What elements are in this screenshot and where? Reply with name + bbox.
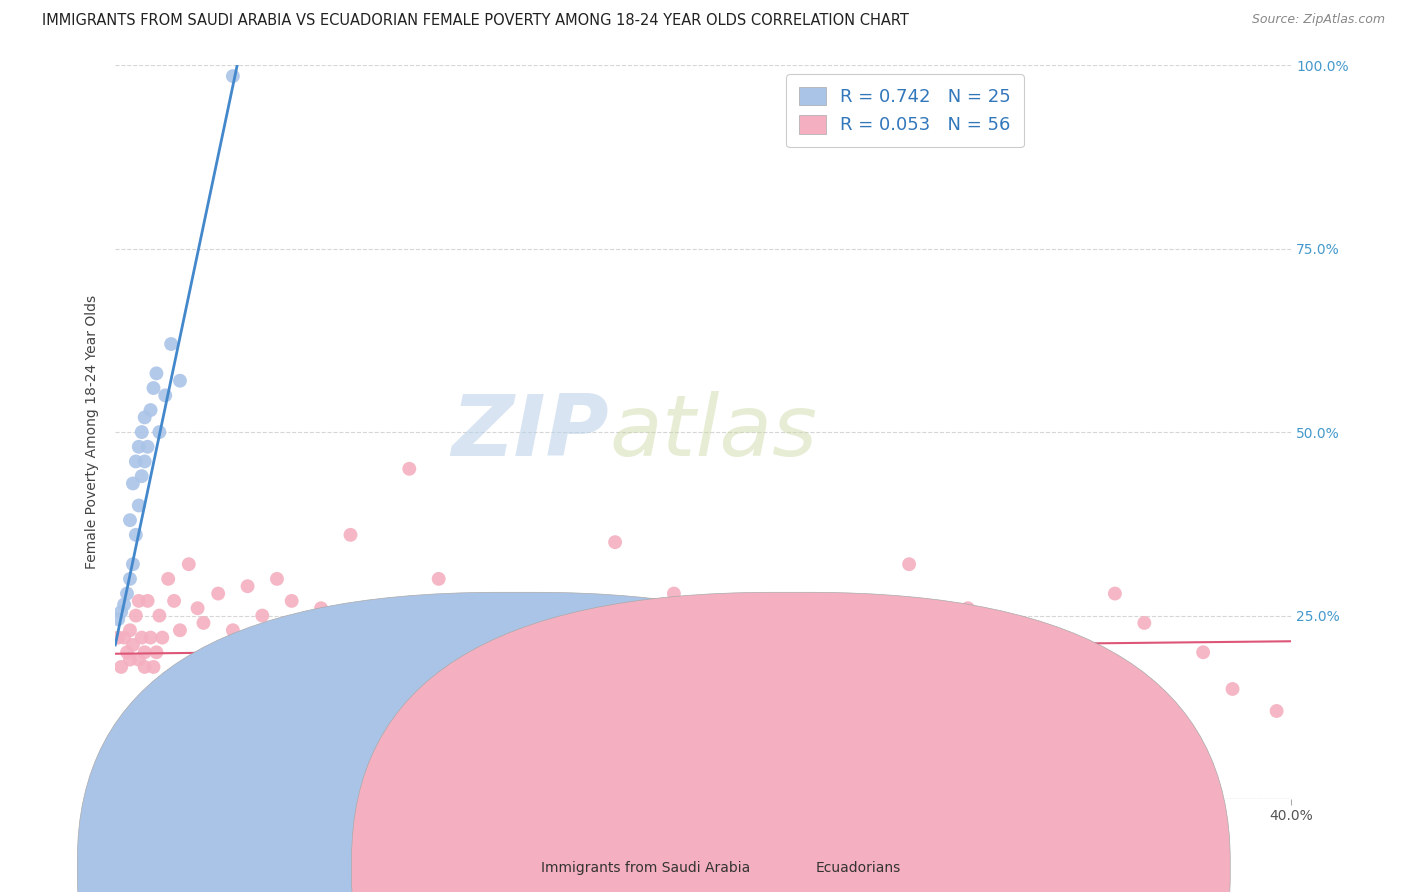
Point — [163, 594, 186, 608]
Point — [128, 594, 150, 608]
Point — [169, 374, 191, 388]
Point — [136, 440, 159, 454]
Point — [148, 425, 170, 439]
Point — [150, 631, 173, 645]
Point — [207, 586, 229, 600]
Point — [128, 440, 150, 454]
Text: Source: ZipAtlas.com: Source: ZipAtlas.com — [1251, 13, 1385, 27]
Point — [134, 454, 156, 468]
Point — [398, 462, 420, 476]
Point — [142, 660, 165, 674]
Point — [956, 601, 979, 615]
Point — [187, 601, 209, 615]
Point — [266, 572, 288, 586]
Point — [721, 594, 744, 608]
Text: atlas: atlas — [609, 391, 817, 474]
Point — [839, 652, 862, 666]
Point — [134, 410, 156, 425]
Point — [142, 381, 165, 395]
Point — [139, 403, 162, 417]
Point — [309, 601, 332, 615]
Point — [603, 535, 626, 549]
Point — [1074, 697, 1097, 711]
Point — [128, 499, 150, 513]
Point — [169, 624, 191, 638]
Text: Immigrants from Saudi Arabia: Immigrants from Saudi Arabia — [541, 861, 751, 875]
Point — [177, 660, 200, 674]
Point — [118, 572, 141, 586]
Point — [128, 652, 150, 666]
Point — [145, 645, 167, 659]
Point — [198, 645, 221, 659]
Point — [131, 425, 153, 439]
Point — [118, 652, 141, 666]
Point — [148, 608, 170, 623]
Point — [131, 469, 153, 483]
Point — [139, 631, 162, 645]
Point — [780, 631, 803, 645]
Legend: R = 0.742   N = 25, R = 0.053   N = 56: R = 0.742 N = 25, R = 0.053 N = 56 — [786, 74, 1024, 147]
Point — [155, 388, 177, 402]
Point — [131, 631, 153, 645]
Point — [145, 367, 167, 381]
Point — [157, 572, 180, 586]
Point — [193, 615, 215, 630]
Point — [1015, 624, 1038, 638]
Point — [118, 513, 141, 527]
Point — [118, 624, 141, 638]
Point — [160, 337, 183, 351]
Point — [115, 645, 138, 659]
Point — [112, 631, 135, 645]
Point — [898, 558, 921, 572]
Point — [125, 454, 148, 468]
Point — [662, 586, 685, 600]
Point — [110, 660, 132, 674]
Point — [546, 608, 568, 623]
Point — [222, 624, 245, 638]
Point — [1192, 645, 1215, 659]
Point — [486, 594, 509, 608]
Point — [222, 69, 245, 83]
Point — [115, 586, 138, 600]
Point — [125, 528, 148, 542]
Point — [280, 594, 302, 608]
Point — [427, 572, 450, 586]
Point — [236, 579, 259, 593]
Point — [122, 638, 145, 652]
Point — [295, 624, 318, 638]
Y-axis label: Female Poverty Among 18-24 Year Olds: Female Poverty Among 18-24 Year Olds — [86, 295, 100, 569]
Point — [252, 608, 274, 623]
Point — [228, 652, 250, 666]
Point — [136, 594, 159, 608]
Point — [1104, 586, 1126, 600]
Point — [110, 605, 132, 619]
Point — [107, 631, 129, 645]
Point — [134, 660, 156, 674]
Point — [1222, 681, 1244, 696]
Text: Ecuadorians: Ecuadorians — [815, 861, 901, 875]
Text: ZIP: ZIP — [451, 391, 609, 474]
Point — [112, 598, 135, 612]
Point — [1265, 704, 1288, 718]
Point — [107, 612, 129, 626]
Point — [1133, 615, 1156, 630]
Text: IMMIGRANTS FROM SAUDI ARABIA VS ECUADORIAN FEMALE POVERTY AMONG 18-24 YEAR OLDS : IMMIGRANTS FROM SAUDI ARABIA VS ECUADORI… — [42, 13, 910, 29]
Point — [125, 608, 148, 623]
Point — [122, 558, 145, 572]
Point — [339, 528, 361, 542]
Point — [177, 558, 200, 572]
Point — [122, 476, 145, 491]
Point — [134, 645, 156, 659]
Point — [368, 645, 391, 659]
